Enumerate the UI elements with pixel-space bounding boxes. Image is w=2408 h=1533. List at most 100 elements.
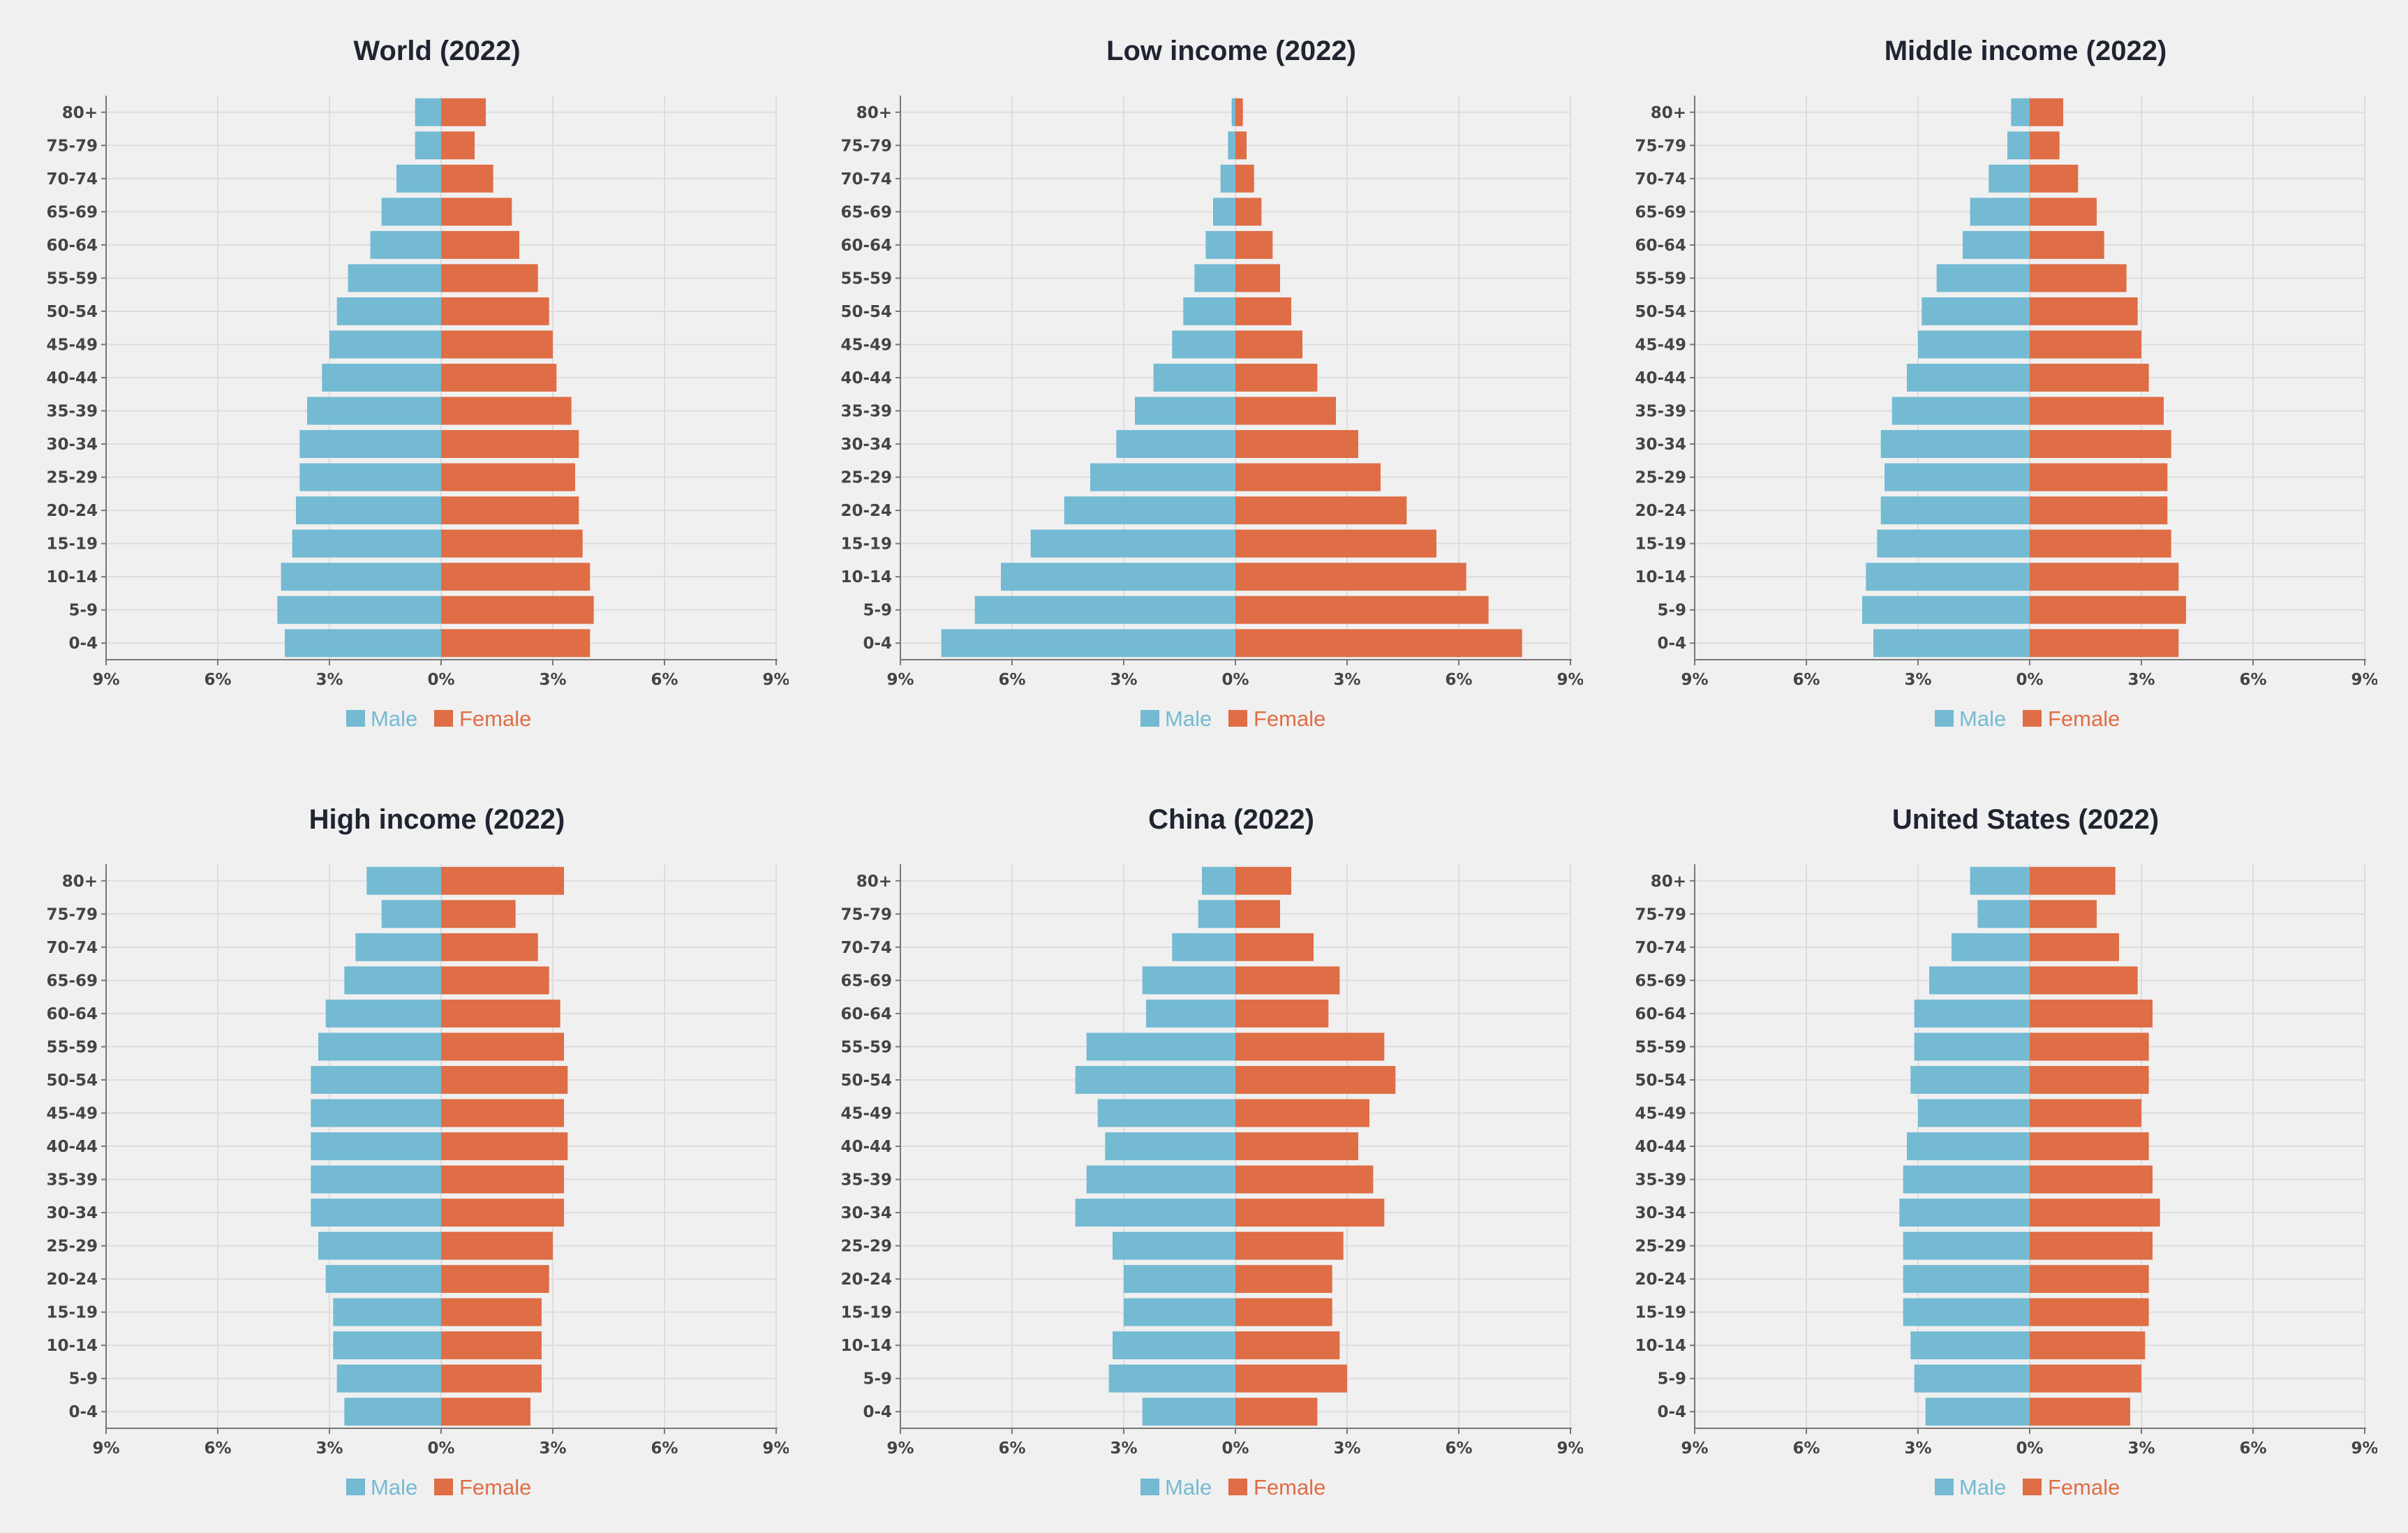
female-bar-65-69: [2030, 198, 2097, 226]
y-tick-label: 25-29: [46, 469, 98, 487]
y-tick-label: 70-74: [1635, 939, 1686, 957]
male-bar-30-34: [299, 430, 441, 459]
panel-low-income: Low income (2022) 80+ 75-79 70-74 65-69 60-64…: [794, 0, 1583, 754]
y-tick-label: 55-59: [840, 1038, 892, 1056]
x-tick-label: 3%: [1904, 1439, 1931, 1458]
female-bar-65-69: [441, 966, 549, 995]
y-tick-label: 15-19: [840, 535, 892, 554]
x-tick-label: 6%: [998, 671, 1025, 689]
male-bar-50-54: [1910, 1065, 2030, 1094]
female-bar-60-64: [441, 230, 519, 259]
legend-male-label: Male: [371, 706, 417, 731]
y-tick-label: 80+: [62, 104, 98, 122]
female-bar-20-24: [441, 1265, 549, 1294]
female-bar-30-34: [2030, 430, 2171, 459]
female-bar-70-74: [2030, 933, 2119, 961]
y-tick-label: 45-49: [1635, 336, 1686, 354]
male-bar-65-69: [381, 198, 441, 226]
y-tick-label: 5-9: [1657, 1370, 1686, 1388]
male-bar-50-54: [311, 1065, 441, 1094]
x-tick-label: 9%: [762, 1439, 789, 1458]
y-tick-label: 75-79: [46, 137, 98, 155]
legend-male-swatch: [1935, 1479, 1954, 1495]
panel-china: China (2022) 80+ 75-79 70-74 65-69 60-64 55-59…: [794, 769, 1583, 1523]
x-tick-label: 6%: [2239, 671, 2266, 689]
male-bar-10-14: [1001, 563, 1235, 591]
male-bar-45-49: [1918, 1099, 2030, 1127]
female-bar-25-29: [1235, 1231, 1344, 1260]
female-bar-5-9: [1235, 595, 1489, 624]
y-tick-label: 25-29: [840, 469, 892, 487]
y-tick-label: 50-54: [840, 1072, 892, 1090]
male-bar-80+: [1231, 98, 1235, 126]
male-bar-40-44: [1907, 364, 2030, 392]
female-bar-75-79: [441, 131, 475, 160]
y-tick-label: 60-64: [840, 237, 892, 255]
x-tick-label: 9%: [92, 1439, 119, 1458]
male-bar-10-14: [1910, 1331, 2030, 1360]
female-bar-60-64: [1235, 230, 1273, 259]
x-tick-label: 6%: [2239, 1439, 2266, 1458]
y-tick-label: 0-4: [1657, 635, 1686, 653]
male-bar-25-29: [1113, 1231, 1235, 1260]
female-bar-20-24: [441, 496, 579, 525]
x-tick-label: 6%: [1445, 1439, 1472, 1458]
panel-world: World (2022) 80+ 75-79 70-74 65-69 60-64 55-59…: [0, 0, 789, 754]
female-bar-45-49: [2030, 330, 2141, 359]
x-tick-label: 6%: [651, 671, 678, 689]
y-tick-label: 55-59: [840, 269, 892, 288]
x-tick-label: 3%: [2127, 1439, 2155, 1458]
male-bar-5-9: [1914, 1364, 2030, 1393]
female-bar-65-69: [2030, 966, 2138, 995]
female-bar-15-19: [1235, 1298, 1332, 1326]
female-bar-35-39: [1235, 397, 1336, 425]
female-bar-45-49: [2030, 1099, 2141, 1127]
y-tick-label: 70-74: [46, 170, 98, 188]
female-bar-50-54: [441, 297, 549, 325]
y-tick-label: 20-24: [840, 502, 892, 520]
y-tick-label: 20-24: [1635, 502, 1686, 520]
male-bar-75-79: [415, 131, 441, 160]
female-bar-5-9: [441, 1364, 542, 1393]
female-bar-0-4: [2030, 629, 2179, 658]
female-bar-50-54: [1235, 297, 1291, 325]
female-bar-80+: [441, 866, 564, 895]
male-bar-60-64: [1963, 230, 2030, 259]
male-bar-5-9: [974, 595, 1235, 624]
female-bar-70-74: [1235, 933, 1314, 961]
y-tick-label: 50-54: [46, 303, 98, 321]
female-bar-75-79: [2030, 900, 2097, 928]
male-bar-5-9: [1862, 595, 2030, 624]
y-tick-label: 35-39: [1635, 1171, 1686, 1190]
legend-male-label: Male: [1959, 706, 2006, 731]
female-bar-25-29: [1235, 463, 1381, 491]
female-bar-40-44: [441, 364, 557, 392]
y-tick-label: 25-29: [1635, 1238, 1686, 1256]
male-bar-35-39: [311, 1165, 441, 1194]
y-tick-label: 45-49: [46, 1104, 98, 1123]
male-bar-45-49: [1097, 1099, 1235, 1127]
y-tick-label: 10-14: [46, 1337, 98, 1355]
male-bar-5-9: [277, 595, 441, 624]
male-bar-15-19: [1877, 529, 2030, 558]
y-tick-label: 75-79: [1635, 905, 1686, 924]
female-bar-55-59: [2030, 1032, 2149, 1061]
male-bar-0-4: [285, 629, 441, 658]
male-bar-30-34: [1899, 1199, 2030, 1227]
female-bar-35-39: [441, 1165, 564, 1194]
y-tick-label: 30-34: [840, 1204, 892, 1222]
female-bar-0-4: [441, 1398, 530, 1426]
male-bar-60-64: [1205, 230, 1235, 259]
female-bar-70-74: [2030, 164, 2079, 193]
male-bar-80+: [2011, 98, 2030, 126]
y-tick-label: 0-4: [863, 635, 892, 653]
y-tick-label: 80+: [1651, 104, 1686, 122]
x-tick-label: 6%: [998, 1439, 1025, 1458]
female-bar-25-29: [2030, 463, 2168, 491]
x-tick-label: 0%: [1221, 1439, 1249, 1458]
male-bar-60-64: [325, 999, 441, 1028]
chart-title: Middle income (2022): [1885, 36, 2167, 66]
male-bar-70-74: [1172, 933, 1235, 961]
y-tick-label: 45-49: [1635, 1104, 1686, 1123]
male-bar-10-14: [281, 563, 441, 591]
